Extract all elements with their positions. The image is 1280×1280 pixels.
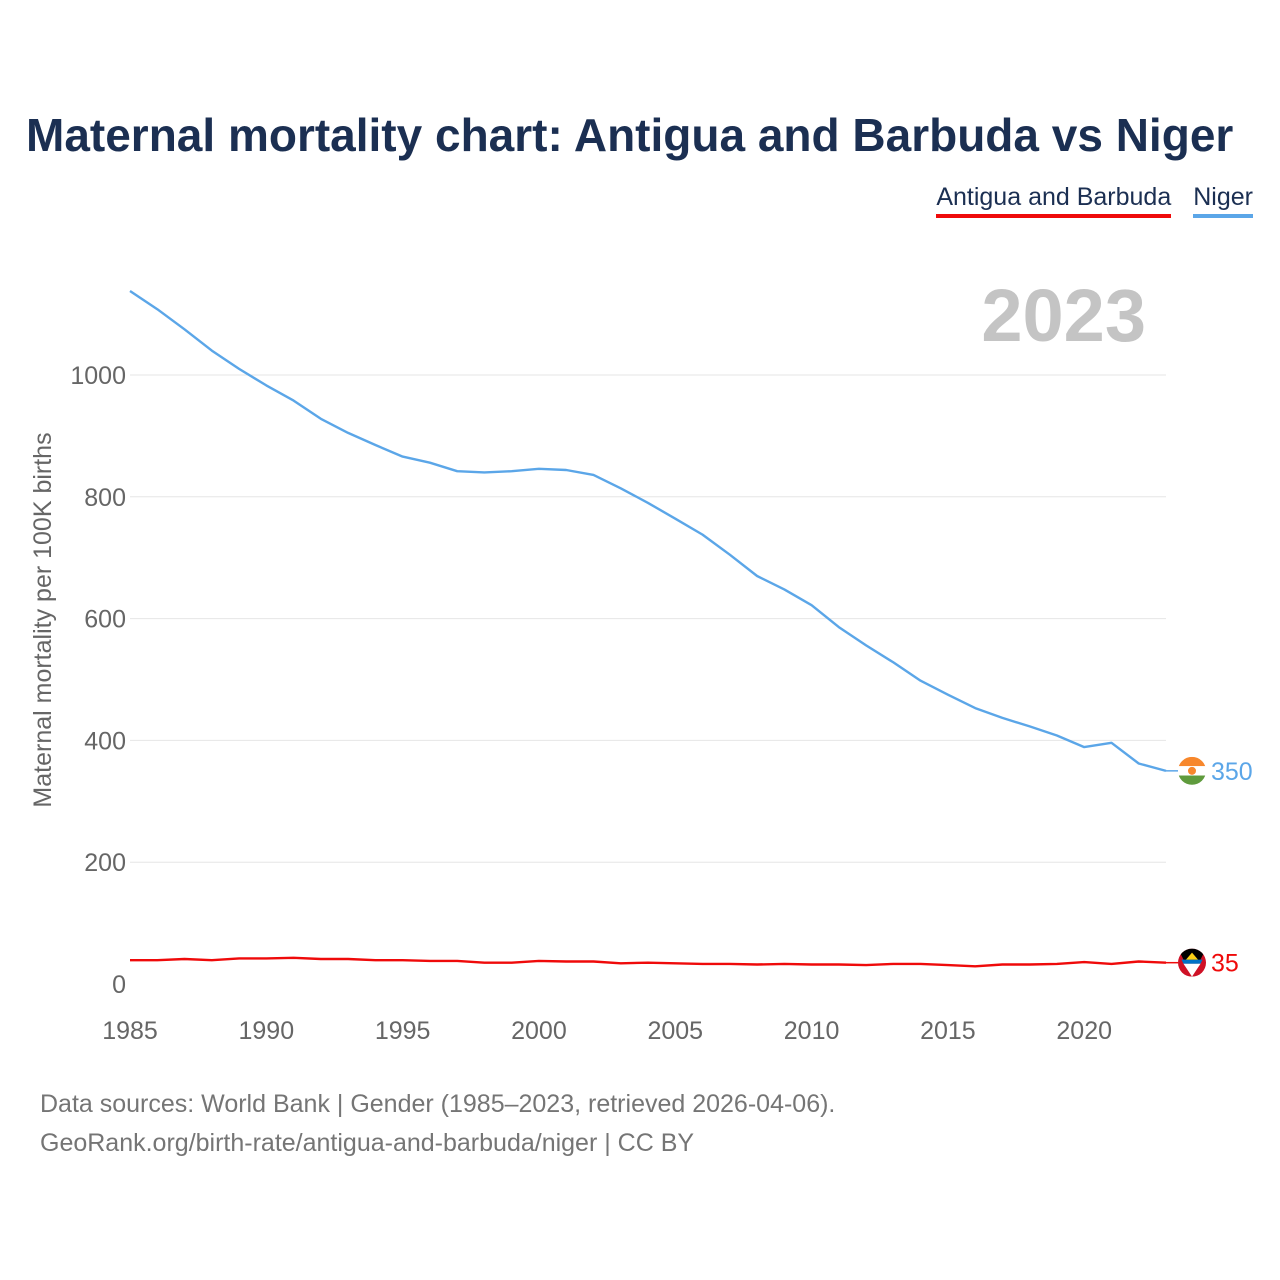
series-line-niger [129,290,1167,773]
y-tick-label: 400 [84,727,126,755]
y-tick-label: 600 [84,606,126,634]
series-line-antigua-and-barbuda [130,956,1167,968]
x-tick-label: 2005 [647,1017,703,1045]
line-chart: 0 200 400 600 800 1000 1985 1990 1995 2000 2005 201… [29,274,1253,1045]
x-tick-label: 1990 [239,1017,295,1045]
chart-title: Maternal mortality chart: Antigua and Ba… [26,109,1234,161]
x-tick-label: 2020 [1056,1017,1112,1045]
series-end-label: 350 [1211,758,1253,786]
x-tick-label: 2000 [511,1017,567,1045]
x-tick-label: 2010 [784,1017,840,1045]
data-source-note: Data sources: World Bank | Gender (1985–… [40,1090,836,1118]
y-tick-label: 1000 [70,362,126,390]
x-tick-label: 2015 [920,1017,976,1045]
footer: Data sources: World Bank | Gender (1985–… [40,1085,835,1163]
y-axis-label: Maternal mortality per 100K births [29,432,57,807]
y-tick-label: 200 [84,849,126,877]
legend-item-niger[interactable]: Niger [1193,183,1253,218]
x-tick-label: 1985 [102,1017,158,1045]
year-watermark: 2023 [981,274,1146,357]
series-end-label: 35 [1211,950,1239,978]
source-url: GeoRank.org/birth-rate/antigua-and-barbu… [40,1129,695,1157]
antigua-and-barbuda-flag-icon [1178,948,1206,977]
x-tick-label: 1995 [375,1017,431,1045]
niger-flag-icon [1178,756,1206,785]
y-tick-label: 800 [84,484,126,512]
legend-item-antigua-and-barbuda[interactable]: Antigua and Barbuda [936,183,1172,218]
y-tick-label: 0 [112,971,126,999]
legend: Antigua and Barbuda Niger [936,183,1253,218]
